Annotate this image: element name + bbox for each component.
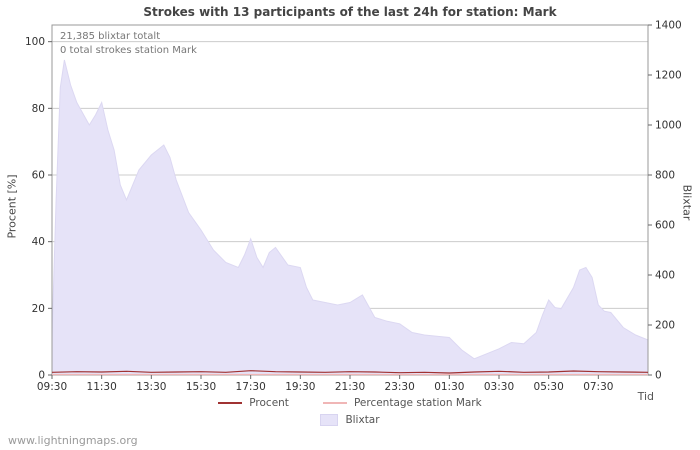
- x-tick-label: 17:30: [236, 381, 266, 393]
- chart-legend: Procent Percentage station Mark Blixtar: [0, 397, 700, 426]
- x-tick-label: 03:30: [484, 381, 514, 393]
- right-tick-label: 0: [655, 370, 662, 382]
- legend-row-lines: Procent Percentage station Mark: [218, 397, 482, 409]
- x-tick-label: 23:30: [385, 381, 415, 393]
- left-tick-label: 100: [25, 36, 45, 48]
- right-tick-label: 200: [655, 320, 675, 332]
- right-tick-label: 600: [655, 220, 675, 232]
- procent-line-swatch: [218, 402, 243, 404]
- x-tick-label: 13:30: [136, 381, 166, 393]
- percentage-line-swatch: [322, 402, 347, 404]
- annotation-station-strokes: 0 total strokes station Mark: [60, 45, 197, 56]
- x-axis-title: Tid: [637, 390, 654, 403]
- legend-item-procent: Procent: [218, 397, 289, 409]
- right-tick-label: 1000: [655, 120, 682, 132]
- blixtar-area-swatch: [320, 414, 339, 426]
- legend-label-blixtar: Blixtar: [345, 414, 380, 426]
- left-tick-label: 20: [32, 303, 45, 315]
- right-tick-label: 800: [655, 170, 675, 182]
- left-axis-title: Procent [%]: [5, 174, 19, 239]
- procent-line-series: [51, 370, 649, 374]
- watermark-link[interactable]: www.lightningmaps.org: [8, 434, 138, 447]
- left-tick-label: 40: [32, 236, 45, 248]
- x-tick-label: 19:30: [285, 381, 315, 393]
- x-tick-label: 07:30: [583, 381, 613, 393]
- x-tick-label: 05:30: [534, 381, 564, 393]
- right-axis-title: Blixtar: [680, 184, 694, 221]
- left-tick-label: 60: [32, 170, 45, 182]
- chart-title: Strokes with 13 participants of the last…: [143, 5, 557, 19]
- left-tick-label: 80: [32, 103, 45, 115]
- legend-label-procent: Procent: [249, 397, 289, 409]
- left-tick-label: 0: [38, 370, 45, 382]
- legend-label-percentage: Percentage station Mark: [353, 397, 482, 409]
- x-tick-label: 01:30: [434, 381, 464, 393]
- x-tick-label: 21:30: [335, 381, 365, 393]
- right-tick-label: 1400: [655, 20, 682, 32]
- x-tick-label: 09:30: [37, 381, 67, 393]
- right-tick-label: 400: [655, 270, 675, 282]
- x-tick-label: 11:30: [87, 381, 117, 393]
- legend-item-blixtar: Blixtar: [320, 414, 380, 426]
- blixtar-area-series: [51, 59, 649, 376]
- annotation-total-strokes: 21,385 blixtar totalt: [60, 31, 161, 42]
- legend-item-percentage: Percentage station Mark: [322, 397, 482, 409]
- x-tick-label: 15:30: [186, 381, 216, 393]
- legend-row-area: Blixtar: [320, 414, 380, 426]
- right-tick-label: 1200: [655, 70, 682, 82]
